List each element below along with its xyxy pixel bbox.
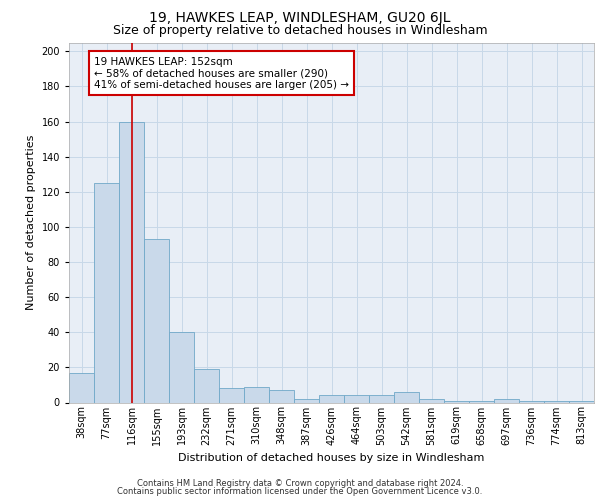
Bar xyxy=(369,396,394,402)
Bar xyxy=(569,400,594,402)
Bar xyxy=(219,388,244,402)
Bar xyxy=(319,396,344,402)
Bar xyxy=(144,239,169,402)
Bar xyxy=(269,390,294,402)
Bar xyxy=(544,400,569,402)
Text: 19 HAWKES LEAP: 152sqm
← 58% of detached houses are smaller (290)
41% of semi-de: 19 HAWKES LEAP: 152sqm ← 58% of detached… xyxy=(94,56,349,90)
Bar xyxy=(469,400,494,402)
Bar xyxy=(394,392,419,402)
Bar xyxy=(344,396,369,402)
Text: 19, HAWKES LEAP, WINDLESHAM, GU20 6JL: 19, HAWKES LEAP, WINDLESHAM, GU20 6JL xyxy=(149,11,451,25)
Bar xyxy=(494,399,519,402)
Bar xyxy=(69,372,94,402)
Text: Size of property relative to detached houses in Windlesham: Size of property relative to detached ho… xyxy=(113,24,487,37)
Bar xyxy=(419,399,444,402)
Text: Contains HM Land Registry data © Crown copyright and database right 2024.: Contains HM Land Registry data © Crown c… xyxy=(137,478,463,488)
Bar xyxy=(244,386,269,402)
X-axis label: Distribution of detached houses by size in Windlesham: Distribution of detached houses by size … xyxy=(178,453,485,463)
Bar xyxy=(94,183,119,402)
Bar xyxy=(519,400,544,402)
Bar xyxy=(169,332,194,402)
Text: Contains public sector information licensed under the Open Government Licence v3: Contains public sector information licen… xyxy=(118,487,482,496)
Bar xyxy=(444,400,469,402)
Y-axis label: Number of detached properties: Number of detached properties xyxy=(26,135,36,310)
Bar xyxy=(194,369,219,402)
Bar xyxy=(294,399,319,402)
Bar xyxy=(119,122,144,402)
